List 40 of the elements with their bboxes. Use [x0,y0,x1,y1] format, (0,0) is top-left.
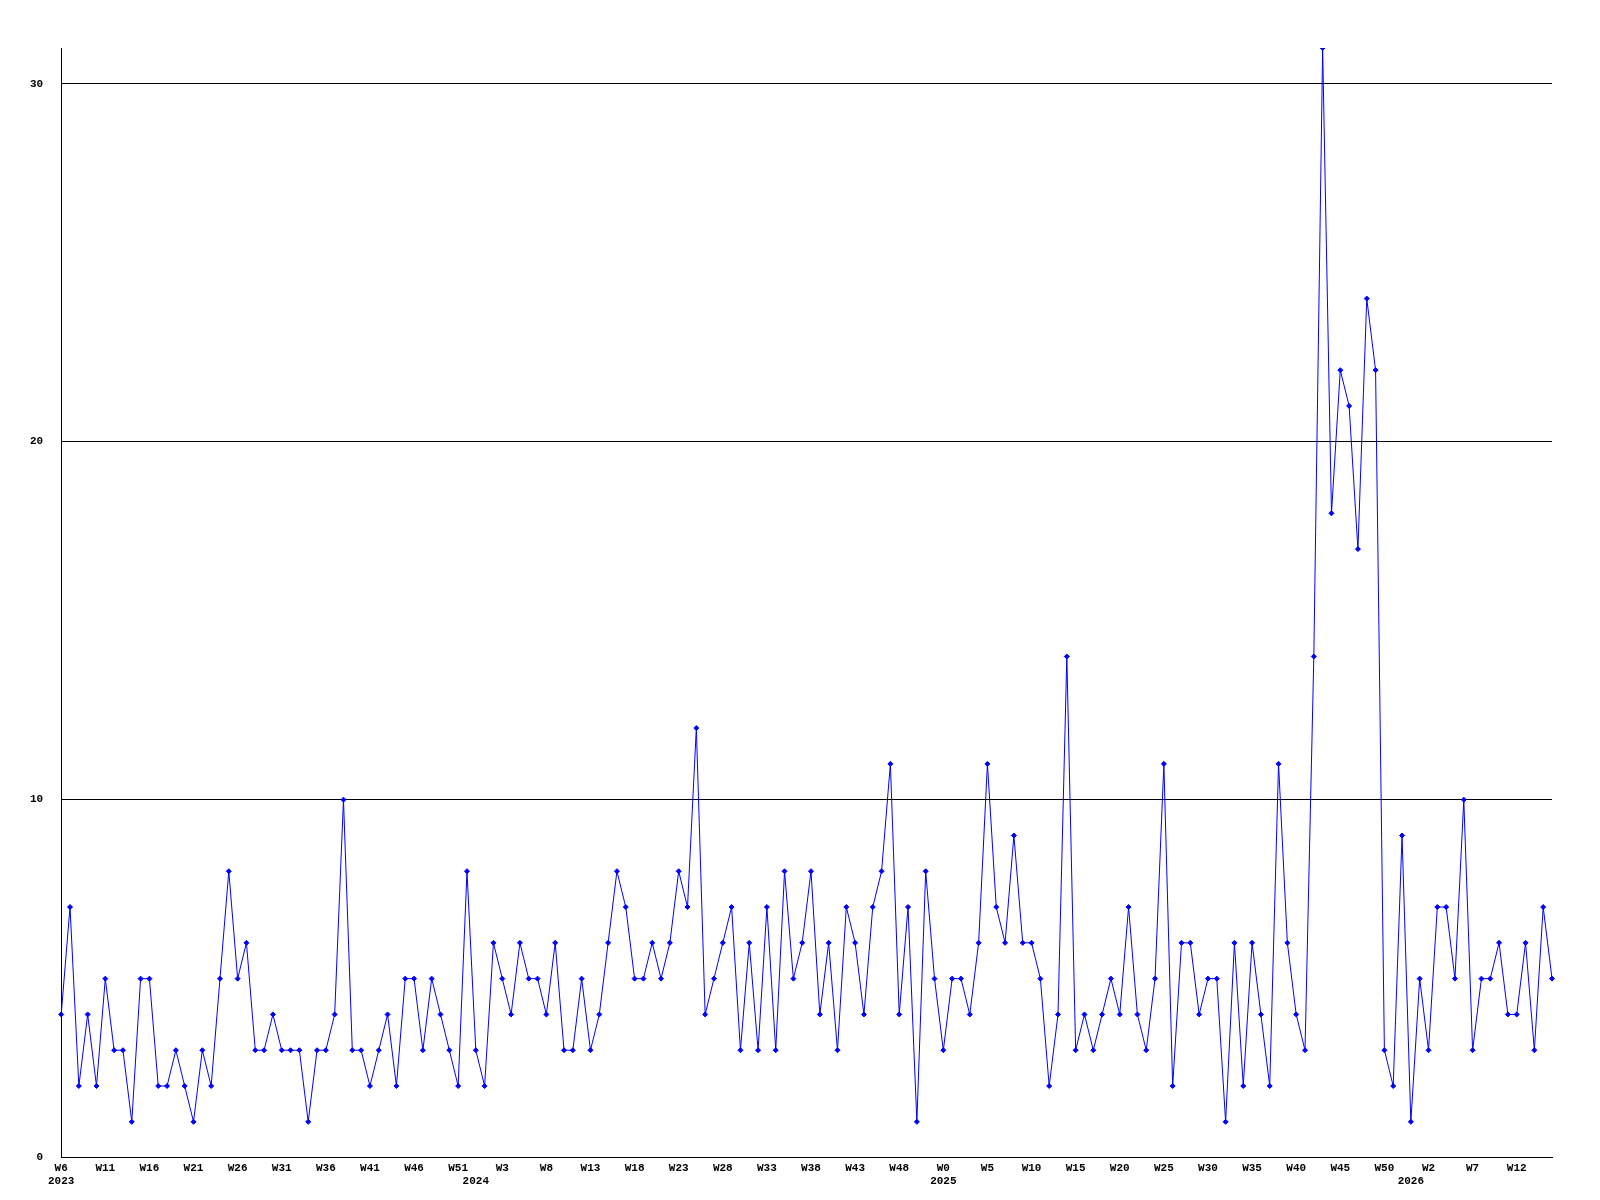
x-tick-label: W30 [1198,1161,1218,1174]
x-tick-label: W8 [539,1161,554,1174]
x-tick-label: W12 [1506,1161,1527,1174]
x-tick-label: 2026 [1397,1175,1425,1188]
x-tick-label: W28 [712,1161,734,1174]
x-tick-label: W20 [1109,1161,1130,1174]
x-tick-label: W31 [271,1161,293,1174]
x-tick-label: W10 [1021,1161,1042,1174]
x-tick-label: W0 2025 [930,1161,957,1188]
x-tick-label: W6 2023 [48,1161,75,1188]
x-tick-label: W43 [845,1161,866,1174]
x-tick-label: W38 [801,1161,822,1174]
x-tick-label: W51 [448,1161,469,1174]
x-tick-label: W26 [227,1161,248,1174]
x-tick-label: W40 [1286,1161,1307,1174]
x-tick-label: W15 [1065,1161,1086,1174]
x-tick-label: W33 [757,1161,778,1174]
x-tick-label: W16 [139,1161,160,1174]
x-tick-label: W5 [980,1161,995,1174]
x-tick-label: W35 [1242,1161,1263,1174]
x-tick-label: W50 [1374,1161,1395,1174]
x-tick-label: W45 [1330,1161,1351,1174]
x-tick-label: W48 [889,1161,910,1174]
y-tick-label: 30 [30,77,44,90]
y-tick-label: 20 [30,435,44,448]
x-tick-label: W2 [1421,1161,1436,1174]
x-tick-label: W11 [95,1161,116,1174]
x-tick-label: W25 [1153,1161,1175,1174]
x-tick-label: W41 [360,1161,381,1174]
y-tick-label: 0 [36,1151,44,1164]
x-tick-label: W23 [668,1161,689,1174]
x-tick-label: W3 [495,1161,510,1174]
x-tick-label: W7 [1466,1161,1480,1174]
x-tick-label: W18 [624,1161,645,1174]
x-tick-label: W13 [580,1161,601,1174]
x-tick-label: W46 [404,1161,424,1174]
x-tick-label: 2024 [462,1175,490,1188]
y-tick-label: 10 [30,793,44,806]
x-tick-label: W36 [315,1161,336,1174]
x-tick-label: W21 [183,1161,204,1174]
